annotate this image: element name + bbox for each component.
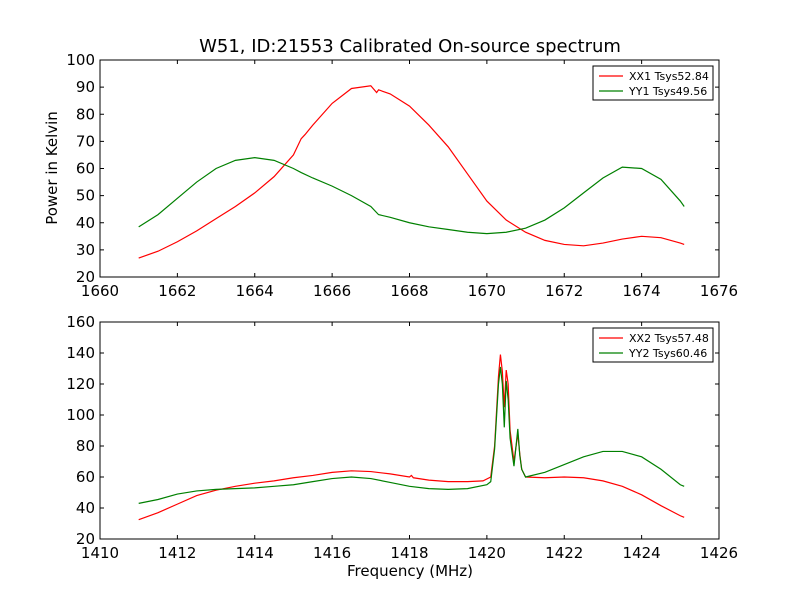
y-tick-label: 30 [76,241,95,259]
x-tick-label: 1414 [236,544,274,562]
x-axis-label: Frequency (MHz) [347,562,473,580]
y-tick-label: 20 [76,268,95,286]
x-tick-label: 1668 [390,282,428,300]
x-tick-label: 1426 [700,544,738,562]
legend: XX1 Tsys52.84 YY1 Tsys49.56 [592,65,714,101]
legend-frame [592,65,714,101]
y-tick-label: 100 [66,406,95,424]
x-tick-label: 1670 [468,282,506,300]
legend-label: XX2 Tsys57.48 [629,332,709,345]
y-tick-label: 20 [76,530,95,548]
chart-panel-1: 1410 1412 1414 1416 1418 1420 1422 1424 1426 20 40… [66,313,738,562]
x-tick-label: 1424 [623,544,661,562]
y-tick-label: 40 [76,214,95,232]
y-tick-label: 140 [66,344,95,362]
x-tick-label: 1412 [158,544,196,562]
y-axis-label-top: Power in Kelvin [43,111,61,225]
series-line-0-0 [138,85,685,259]
legend: XX2 Tsys57.48 YY2 Tsys60.46 [592,327,714,363]
y-tick-label: 100 [66,51,95,69]
x-tick-label: 1420 [468,544,506,562]
y-tick-label: 60 [76,468,95,486]
y-tick-label: 40 [76,499,95,517]
y-tick-label: 80 [76,437,95,455]
chart-panel-0: 1660 1662 1664 1666 1668 1670 1672 1674 1676 20 30… [66,51,738,300]
chart-title: W51, ID:21553 Calibrated On-source spect… [199,36,621,57]
x-tick-label: 1662 [158,282,196,300]
x-tick-label: 1416 [313,544,351,562]
legend-label: YY2 Tsys60.46 [628,347,707,360]
y-tick-label: 60 [76,160,95,178]
legend-frame [592,327,714,363]
x-tick-label: 1676 [700,282,738,300]
y-tick-label: 120 [66,375,95,393]
legend-label: YY1 Tsys49.56 [628,85,707,98]
y-tick-label: 90 [76,78,95,96]
x-tick-label: 1660 [81,282,119,300]
y-tick-label: 80 [76,105,95,123]
x-tick-label: 1666 [313,282,351,300]
x-tick-label: 1674 [623,282,661,300]
y-tick-label: 50 [76,187,95,205]
x-tick-label: 1672 [545,282,583,300]
x-tick-label: 1664 [236,282,274,300]
x-tick-label: 1410 [81,544,119,562]
y-tick-label: 70 [76,132,95,150]
y-tick-label: 160 [66,313,95,331]
series-line-1-1 [138,366,685,504]
series-line-0-1 [138,157,685,235]
x-tick-label: 1418 [390,544,428,562]
x-tick-label: 1422 [545,544,583,562]
legend-label: XX1 Tsys52.84 [629,70,709,83]
